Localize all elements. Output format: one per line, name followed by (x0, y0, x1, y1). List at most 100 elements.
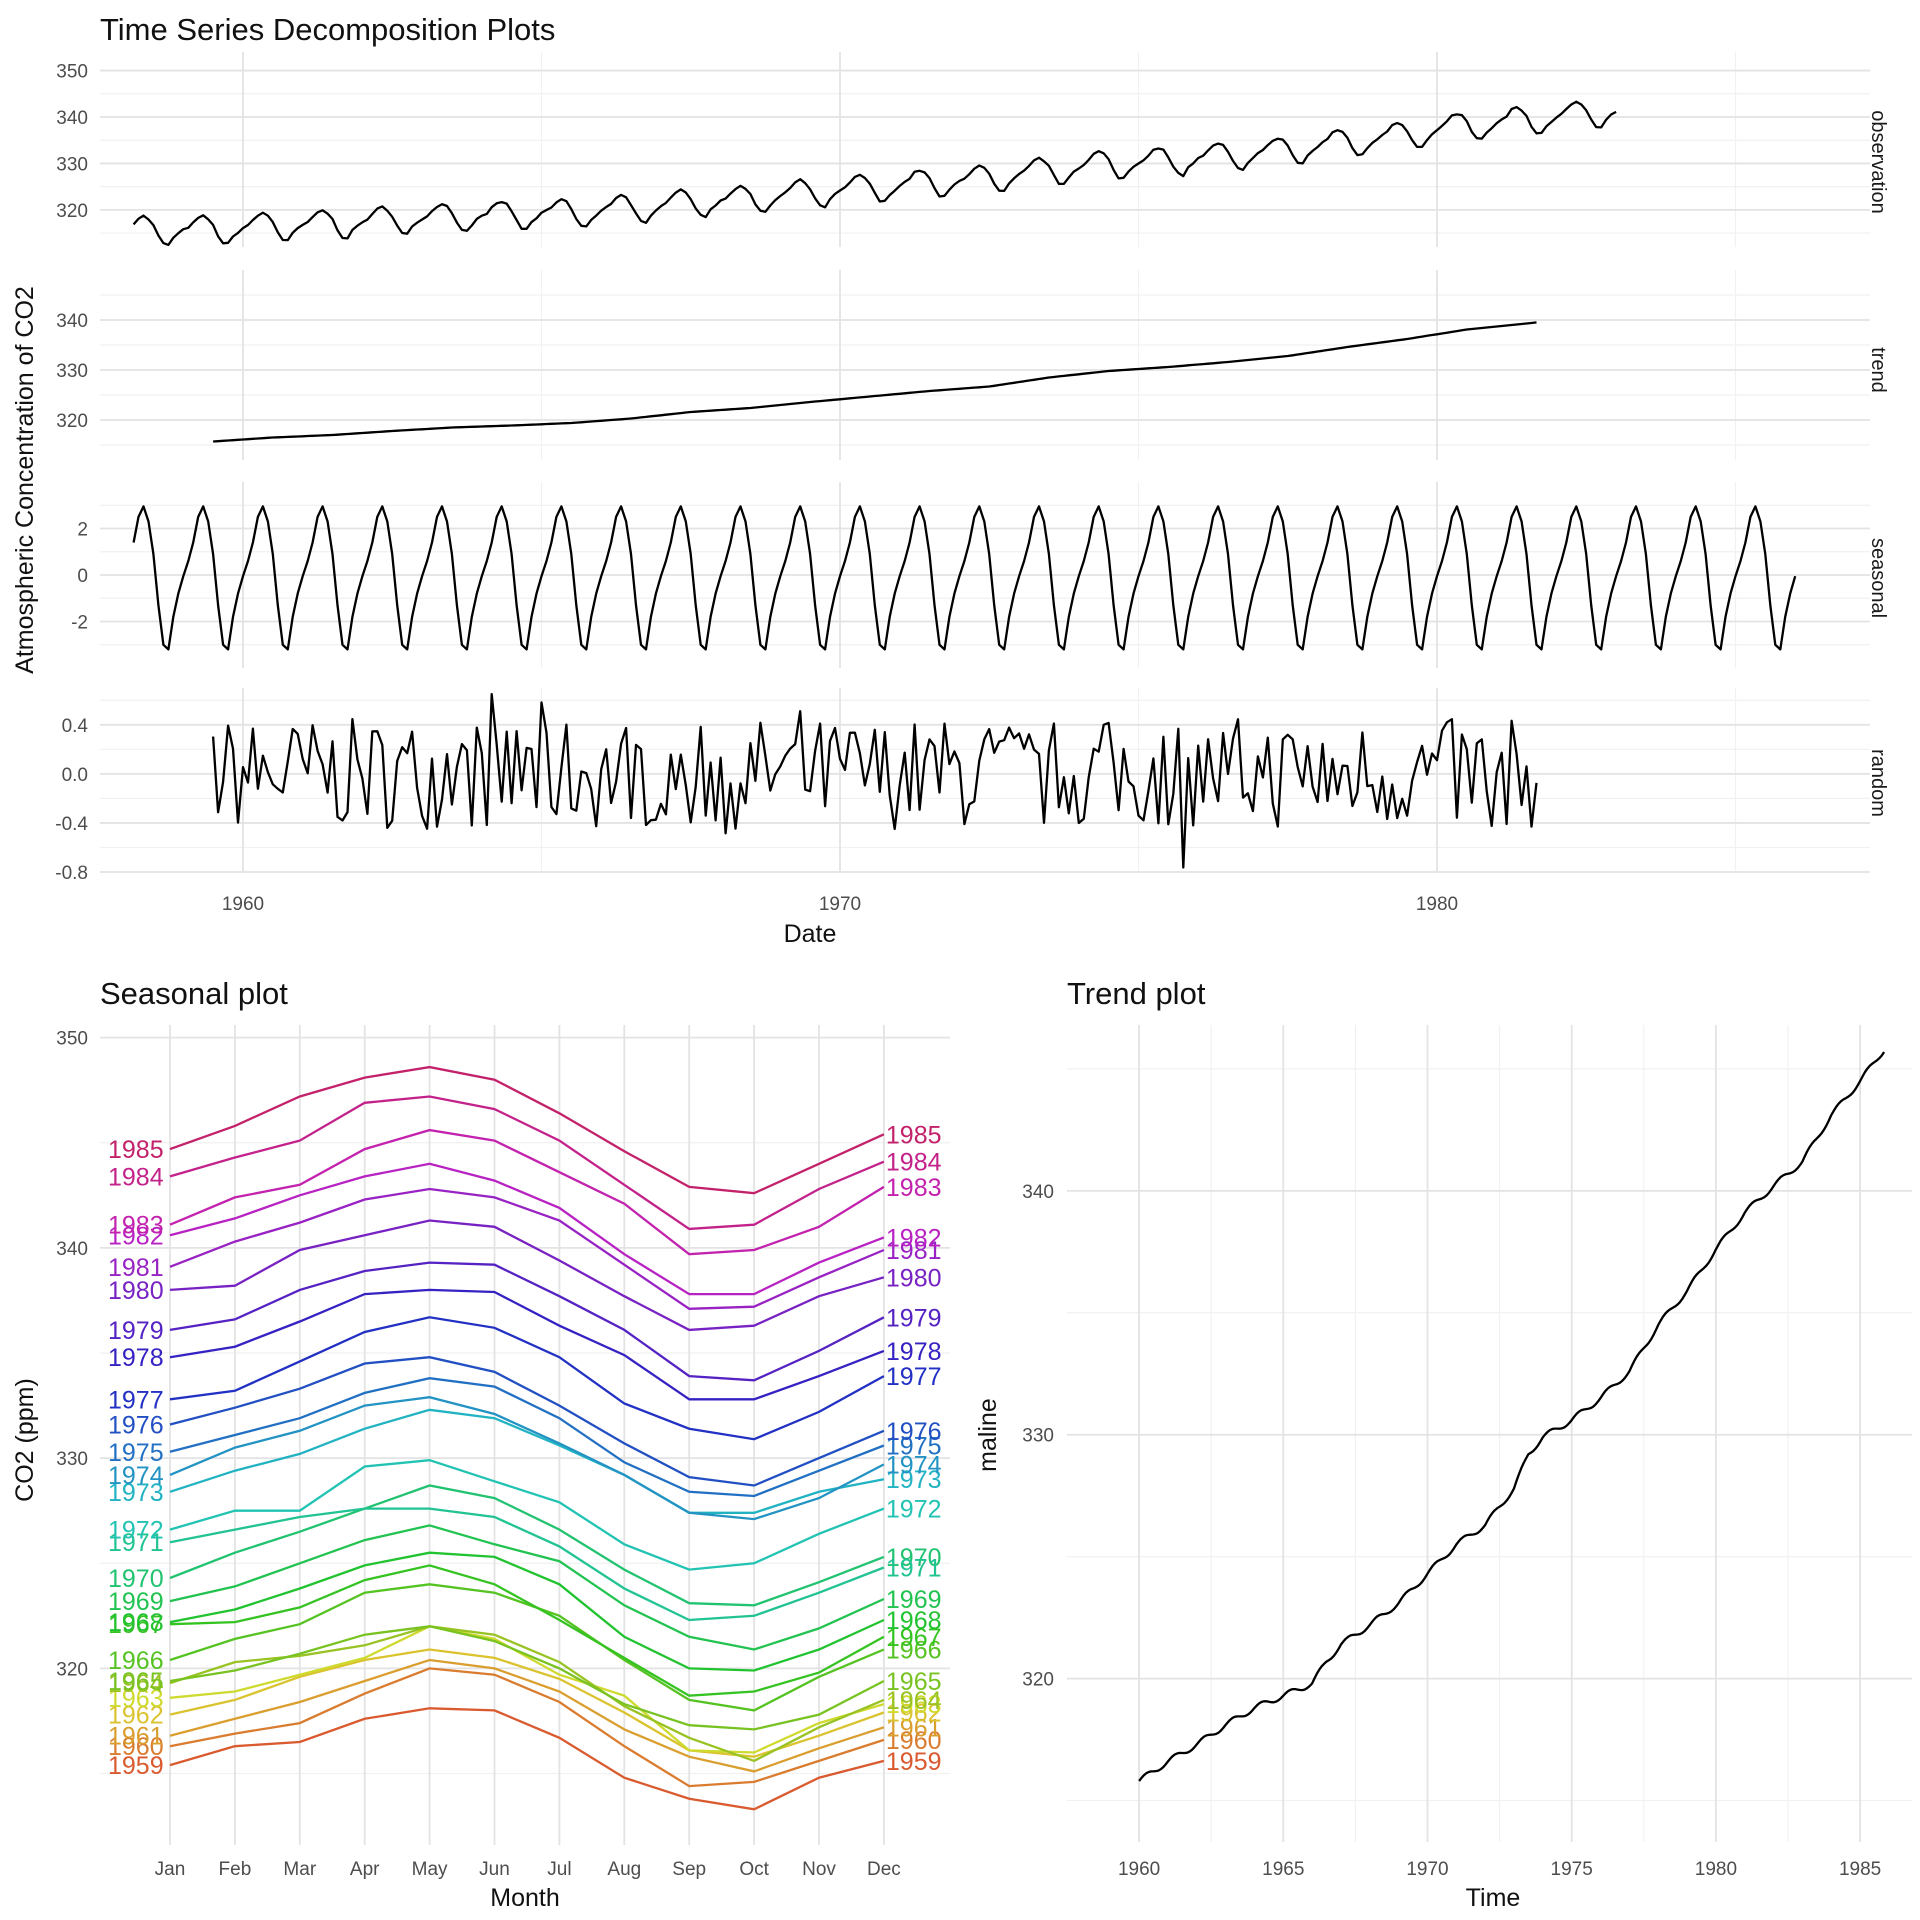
year-label-right: 1971 (886, 1554, 942, 1582)
decomposition-x-axis-title: Date (784, 920, 837, 948)
year-label-left: 1976 (108, 1411, 164, 1439)
seasonal-line-1972 (169, 1459, 885, 1571)
seasonal-line-1985 (169, 1065, 885, 1195)
trend-y-tick: 330 (1022, 1426, 1054, 1447)
seasonal-grid (100, 1025, 950, 1845)
strip-label-observation: observation (1867, 110, 1889, 213)
y-tick-label: 2 (77, 520, 88, 541)
random-series-line (211, 692, 1538, 869)
seasonal-ticks: 320 330 340 350 Jan Feb Mar Apr May Jun Jul Aug Sep O… (56, 1029, 901, 1880)
trend-x-tick: 1980 (1695, 1859, 1737, 1880)
seasonal-line-1983 (169, 1128, 885, 1256)
seasonal-line-1974 (169, 1396, 885, 1521)
year-label-right: 1981 (886, 1237, 942, 1265)
seasonal-y-tick: 320 (56, 1659, 88, 1680)
y-tick-label: 320 (56, 411, 88, 432)
y-tick-label: 340 (56, 311, 88, 332)
y-tick-label: 350 (56, 62, 88, 83)
year-label-left: 1974 (108, 1462, 164, 1490)
year-label-left: 1960 (108, 1733, 164, 1761)
year-label-right: 1979 (886, 1304, 942, 1332)
year-label-right: 1975 (886, 1433, 942, 1461)
year-label-right: 1982 (886, 1224, 942, 1252)
year-label-left: 1980 (108, 1277, 164, 1305)
trend-y-tick: 340 (1022, 1182, 1054, 1203)
seasonal-line-1979 (169, 1261, 885, 1382)
year-label-left: 1962 (108, 1702, 164, 1730)
decomposition-x-tick: 1980 (1416, 894, 1458, 915)
year-label-right: 1969 (886, 1586, 942, 1614)
seasonal-line-1977 (169, 1316, 885, 1441)
seasonal-plot-title: Seasonal plot (100, 976, 288, 1011)
seasonal-y-axis-title: CO2 (ppm) (11, 1378, 39, 1502)
trend-ticks: 1960 1965 1970 1975 1980 1985 320 330 340 (1022, 1182, 1881, 1880)
year-label-right: 1961 (886, 1714, 942, 1742)
seasonal-panel: -2 0 2 (71, 482, 1870, 668)
year-label-left: 1975 (108, 1439, 164, 1467)
year-label-right: 1963 (886, 1691, 942, 1719)
year-label-left: 1969 (108, 1588, 164, 1616)
seasonal-line-1984 (169, 1095, 885, 1231)
year-label-left: 1965 (108, 1668, 164, 1696)
year-label-right: 1964 (886, 1687, 942, 1715)
seasonal-line-1967 (169, 1564, 885, 1697)
year-label-left: 1961 (108, 1723, 164, 1751)
year-label-left: 1984 (108, 1163, 164, 1191)
year-label-right: 1962 (886, 1700, 942, 1728)
seasonal-line-1961 (169, 1658, 885, 1773)
year-label-left: 1966 (108, 1647, 164, 1675)
strip-label-random: random (1867, 749, 1889, 817)
seasonal-y-tick: 340 (56, 1239, 88, 1260)
seasonal-line-1965 (169, 1625, 885, 1731)
year-label-right: 1959 (886, 1748, 942, 1776)
year-label-right: 1978 (886, 1338, 942, 1366)
year-label-left: 1967 (108, 1611, 164, 1639)
year-label-left: 1985 (108, 1136, 164, 1164)
observation-panel: 320 330 340 350 (56, 52, 1870, 247)
year-label-right: 1960 (886, 1727, 942, 1755)
seasonal-x-tick: Feb (219, 1859, 252, 1880)
seasonal-line-1964 (169, 1625, 885, 1763)
y-tick-label: -0.8 (55, 863, 88, 884)
seasonal-line-1959 (169, 1707, 885, 1811)
seasonal-line-1968 (169, 1551, 885, 1672)
seasonal-x-tick: Jan (155, 1859, 186, 1880)
y-tick-label: 0.0 (62, 765, 88, 786)
seasonal-x-tick: Jul (547, 1859, 571, 1880)
year-label-left: 1982 (108, 1222, 164, 1250)
seasonal-x-tick: Mar (283, 1859, 316, 1880)
year-label-left: 1983 (108, 1212, 164, 1240)
year-label-right: 1973 (886, 1466, 942, 1494)
trend-y-tick: 320 (1022, 1670, 1054, 1691)
year-label-left: 1981 (108, 1254, 164, 1282)
year-label-right: 1966 (886, 1636, 942, 1664)
trend-grid (1067, 1025, 1912, 1842)
trend-line (1138, 1051, 1886, 1782)
y-tick-label: -2 (71, 613, 88, 634)
y-tick-label: 0 (77, 566, 88, 587)
seasonal-series-line (132, 505, 1797, 651)
y-tick-label: 0.4 (62, 716, 89, 737)
trend-panel: 320 330 340 (56, 270, 1870, 460)
seasonal-line-1982 (169, 1162, 885, 1296)
seasonal-line-1963 (169, 1625, 885, 1754)
y-tick-label: 320 (56, 201, 88, 222)
year-label-right: 1970 (886, 1544, 942, 1572)
year-label-right: 1980 (886, 1264, 942, 1292)
year-label-right: 1983 (886, 1174, 942, 1202)
year-label-right: 1977 (886, 1363, 942, 1391)
seasonal-line-1969 (169, 1524, 885, 1651)
trend-x-tick: 1975 (1551, 1859, 1593, 1880)
seasonal-x-tick: Nov (802, 1859, 836, 1880)
year-label-left: 1959 (108, 1752, 164, 1780)
trend-x-tick: 1965 (1262, 1859, 1304, 1880)
trend-x-tick: 1970 (1406, 1859, 1448, 1880)
seasonal-line-1971 (169, 1507, 885, 1622)
year-label-right: 1968 (886, 1607, 942, 1635)
year-label-left: 1963 (108, 1685, 164, 1713)
year-label-left: 1968 (108, 1609, 164, 1637)
year-label-left: 1977 (108, 1386, 164, 1414)
y-tick-label: -0.4 (55, 814, 88, 835)
year-label-right: 1974 (886, 1451, 942, 1479)
